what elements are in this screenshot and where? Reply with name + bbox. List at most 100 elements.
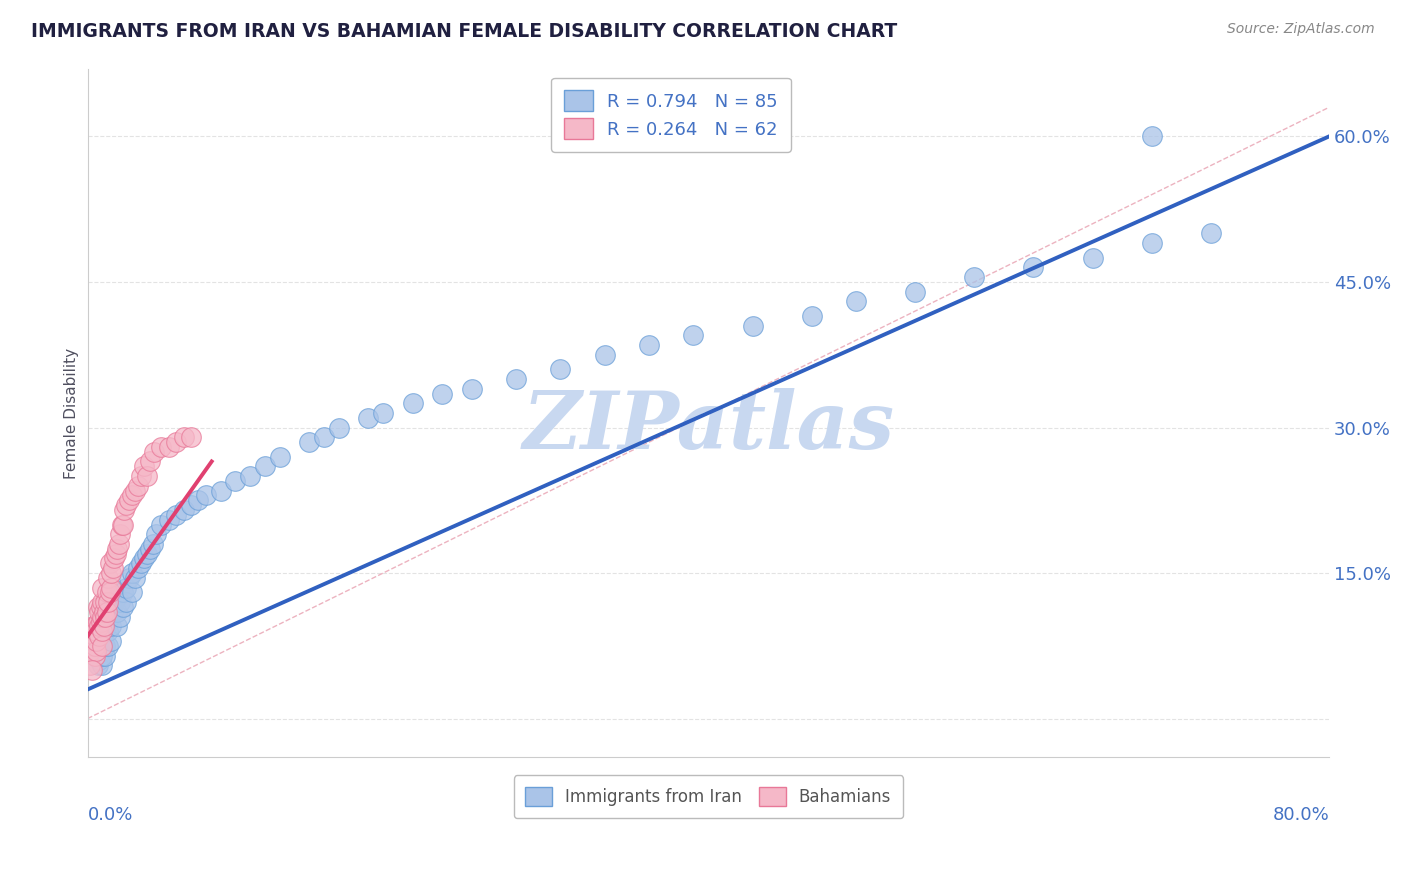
Point — [1140, 236, 1163, 251]
Point — [104, 547, 127, 561]
Point — [312, 430, 335, 444]
Point — [371, 406, 394, 420]
Point — [79, 658, 101, 673]
Point — [124, 483, 146, 498]
Point — [209, 483, 232, 498]
Point — [111, 585, 134, 599]
Point — [97, 624, 120, 639]
Point — [91, 619, 114, 633]
Point — [82, 619, 104, 633]
Point — [127, 561, 149, 575]
Point — [150, 440, 173, 454]
Point — [165, 435, 187, 450]
Text: 0.0%: 0.0% — [87, 805, 134, 823]
Point — [97, 571, 120, 585]
Point — [101, 561, 124, 575]
Point — [89, 619, 111, 633]
Point — [80, 663, 103, 677]
Point — [402, 396, 425, 410]
Point — [84, 648, 107, 663]
Point — [98, 557, 121, 571]
Point — [239, 469, 262, 483]
Point — [115, 498, 138, 512]
Point — [87, 600, 110, 615]
Point — [100, 634, 122, 648]
Point — [550, 362, 572, 376]
Point — [180, 430, 202, 444]
Point — [108, 527, 131, 541]
Point — [157, 513, 180, 527]
Point — [461, 382, 484, 396]
Point — [107, 537, 129, 551]
Point — [91, 581, 114, 595]
Point — [105, 605, 128, 619]
Point — [432, 386, 454, 401]
Point — [150, 517, 173, 532]
Point — [357, 410, 380, 425]
Text: IMMIGRANTS FROM IRAN VS BAHAMIAN FEMALE DISABILITY CORRELATION CHART: IMMIGRANTS FROM IRAN VS BAHAMIAN FEMALE … — [31, 22, 897, 41]
Point — [121, 585, 143, 599]
Point — [86, 624, 108, 639]
Point — [121, 566, 143, 580]
Point — [1022, 260, 1045, 275]
Point — [800, 309, 823, 323]
Point — [79, 643, 101, 657]
Point — [96, 615, 118, 629]
Point — [129, 469, 152, 483]
Point — [105, 591, 128, 605]
Point — [97, 595, 120, 609]
Point — [84, 619, 107, 633]
Point — [138, 454, 160, 468]
Point — [93, 619, 115, 633]
Point — [91, 658, 114, 673]
Point — [145, 527, 167, 541]
Point — [100, 619, 122, 633]
Point — [101, 605, 124, 619]
Point — [138, 541, 160, 556]
Point — [86, 634, 108, 648]
Point — [87, 658, 110, 673]
Point — [84, 619, 107, 633]
Point — [328, 420, 350, 434]
Point — [115, 595, 138, 609]
Point — [100, 581, 122, 595]
Point — [187, 493, 209, 508]
Point — [90, 615, 112, 629]
Point — [89, 653, 111, 667]
Point — [89, 615, 111, 629]
Point — [94, 648, 117, 663]
Point — [91, 600, 114, 615]
Point — [118, 493, 141, 508]
Point — [103, 595, 125, 609]
Text: ZIPatlas: ZIPatlas — [522, 388, 894, 466]
Point — [165, 508, 187, 522]
Point — [115, 581, 138, 595]
Text: Source: ZipAtlas.com: Source: ZipAtlas.com — [1227, 22, 1375, 37]
Point — [91, 609, 114, 624]
Point — [84, 639, 107, 653]
Point — [94, 624, 117, 639]
Point — [98, 585, 121, 599]
Point — [90, 624, 112, 639]
Point — [103, 551, 125, 566]
Point — [108, 609, 131, 624]
Point — [135, 547, 157, 561]
Point — [505, 372, 527, 386]
Point — [89, 605, 111, 619]
Point — [269, 450, 291, 464]
Point — [90, 643, 112, 657]
Point — [132, 459, 155, 474]
Point — [1199, 227, 1222, 241]
Point — [100, 566, 122, 580]
Point — [94, 609, 117, 624]
Point — [91, 595, 114, 609]
Point — [105, 619, 128, 633]
Point — [963, 270, 986, 285]
Point — [135, 469, 157, 483]
Point — [86, 643, 108, 657]
Point — [124, 571, 146, 585]
Point — [80, 624, 103, 639]
Point — [105, 541, 128, 556]
Point — [741, 318, 763, 333]
Point — [173, 503, 195, 517]
